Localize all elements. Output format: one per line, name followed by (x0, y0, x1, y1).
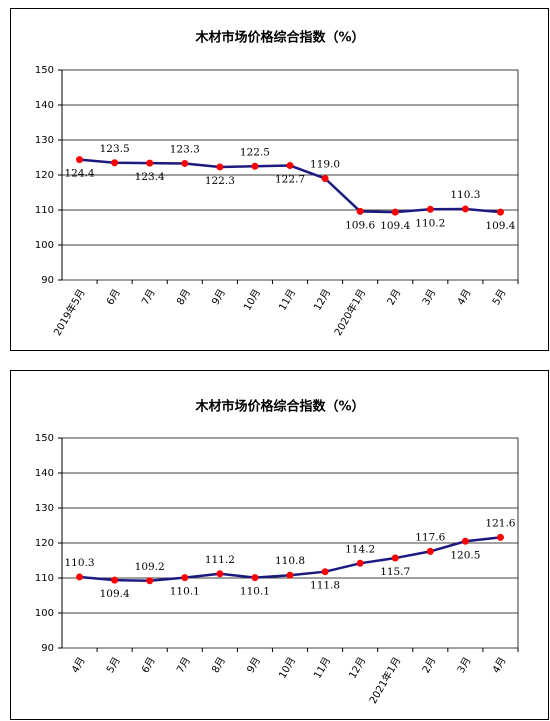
marker (216, 570, 224, 578)
x-tick-label: 4月 (69, 655, 88, 675)
x-tick-label: 2月 (385, 287, 404, 307)
chart-title: 木材市场价格综合指数（%） (194, 30, 364, 46)
x-tick-label: 2019年5月 (51, 287, 88, 338)
data-label: 110.8 (275, 555, 305, 567)
data-label: 119.0 (310, 159, 340, 171)
marker (286, 571, 294, 579)
x-tick-label: 9月 (209, 287, 228, 307)
marker (111, 576, 119, 584)
data-label: 109.2 (135, 561, 165, 573)
data-label: 109.4 (380, 220, 410, 232)
data-label: 122.5 (240, 146, 270, 158)
x-tick-label: 8月 (209, 655, 228, 675)
y-tick-label: 120 (35, 538, 54, 549)
x-tick-label: 12月 (312, 287, 334, 313)
data-label: 124.4 (65, 168, 95, 180)
x-tick-label: 4月 (490, 655, 509, 675)
x-tick-label: 7月 (139, 287, 158, 307)
x-tick-label: 5月 (490, 287, 509, 307)
x-tick-label: 3月 (455, 655, 474, 675)
data-label: 123.3 (170, 143, 200, 155)
data-label: 110.3 (450, 189, 480, 201)
data-label: 111.2 (205, 554, 235, 566)
marker (496, 533, 504, 541)
marker (181, 159, 189, 167)
x-tick-label: 9月 (245, 655, 264, 675)
data-label: 110.1 (240, 586, 270, 598)
marker (461, 537, 469, 545)
x-tick-label: 2020年1月 (331, 287, 368, 338)
data-label: 123.5 (100, 143, 130, 155)
x-tick-label: 10月 (241, 287, 263, 313)
marker (356, 207, 364, 215)
marker (76, 156, 84, 164)
x-tick-label: 6月 (104, 287, 123, 307)
data-label: 111.8 (310, 580, 340, 592)
data-label: 115.7 (380, 566, 410, 578)
data-label: 109.4 (100, 588, 130, 600)
data-label: 110.1 (170, 586, 200, 598)
data-label: 117.6 (415, 531, 445, 543)
marker (76, 573, 84, 581)
chart-frame (10, 8, 549, 351)
x-tick-label: 5月 (104, 655, 123, 675)
marker (181, 574, 189, 582)
marker (391, 208, 399, 216)
marker (461, 205, 469, 213)
data-label: 120.5 (450, 549, 480, 561)
data-label: 123.4 (135, 171, 165, 183)
y-tick-label: 110 (35, 573, 54, 584)
marker (286, 162, 294, 170)
y-tick-label: 140 (35, 100, 54, 111)
y-tick-label: 110 (35, 205, 54, 216)
x-tick-label: 10月 (276, 655, 298, 681)
marker (321, 175, 329, 182)
marker (111, 159, 119, 167)
y-tick-label: 150 (35, 65, 54, 76)
data-label: 109.4 (485, 220, 515, 232)
marker (426, 205, 434, 213)
marker (251, 574, 259, 582)
x-tick-label: 11月 (276, 287, 298, 313)
chart-frame (10, 370, 549, 720)
data-label: 109.6 (345, 219, 375, 231)
y-tick-label: 90 (41, 643, 54, 654)
marker (251, 162, 259, 170)
x-tick-label: 11月 (312, 655, 334, 681)
data-label: 110.2 (415, 217, 445, 229)
data-label: 122.7 (275, 174, 305, 186)
data-label: 122.3 (205, 175, 235, 187)
marker (216, 163, 224, 171)
marker (356, 559, 364, 567)
y-tick-label: 130 (35, 135, 54, 146)
x-tick-label: 2月 (420, 655, 439, 675)
x-tick-label: 2021年1月 (366, 655, 403, 706)
data-label: 121.6 (485, 517, 515, 529)
x-tick-label: 7月 (174, 655, 193, 675)
y-tick-label: 140 (35, 468, 54, 479)
marker (321, 568, 329, 576)
y-tick-label: 100 (35, 608, 54, 619)
data-label: 110.3 (65, 557, 95, 569)
x-tick-label: 4月 (455, 287, 474, 307)
y-tick-label: 120 (35, 170, 54, 181)
x-tick-label: 8月 (174, 287, 193, 307)
data-label: 114.2 (345, 543, 375, 555)
marker (426, 547, 434, 555)
marker (496, 208, 504, 216)
marker (146, 577, 154, 585)
x-tick-label: 12月 (347, 655, 369, 681)
y-tick-label: 100 (35, 240, 54, 251)
chart-title: 木材市场价格综合指数（%） (194, 399, 364, 415)
y-tick-label: 150 (35, 433, 54, 444)
marker (146, 159, 154, 167)
y-tick-label: 130 (35, 503, 54, 514)
y-tick-label: 90 (41, 275, 54, 286)
x-tick-label: 6月 (139, 655, 158, 675)
marker (391, 554, 399, 562)
x-tick-label: 3月 (420, 287, 439, 307)
